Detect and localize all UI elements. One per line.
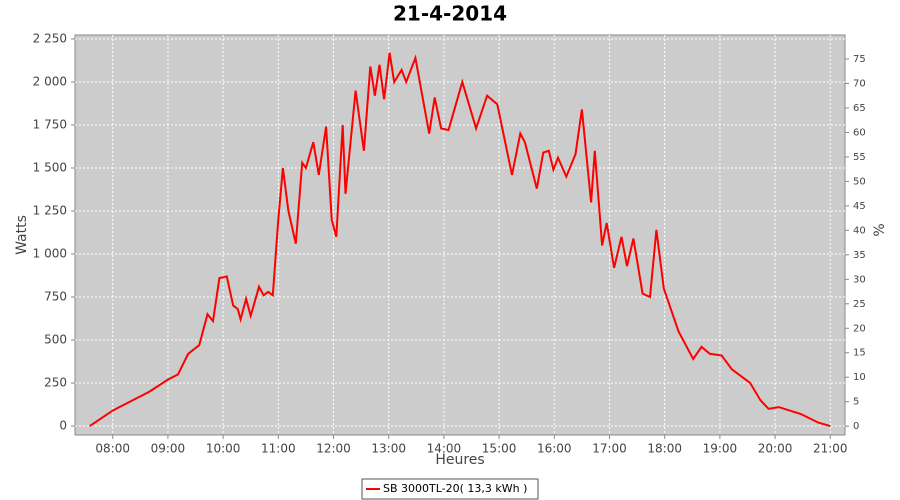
x-tick-label: 19:00 (703, 442, 738, 456)
y2-tick-label: 35 (853, 250, 866, 261)
x-tick-label: 16:00 (537, 442, 572, 456)
x-axis-label: Heures (435, 452, 484, 468)
y-tick-label: 1 250 (33, 204, 67, 218)
y-tick-label: 1 000 (33, 247, 67, 261)
chart-title: 21-4-2014 (393, 2, 507, 26)
legend-box (361, 478, 539, 500)
x-tick-label: 15:00 (482, 442, 517, 456)
x-tick-label: 20:00 (758, 442, 793, 456)
y2-tick-label: 75 (853, 54, 866, 65)
y2-tick-label: 30 (853, 274, 866, 285)
y-tick-label: 2 250 (33, 31, 67, 45)
y2-tick-label: 65 (853, 103, 866, 114)
x-tick-label: 14:00 (427, 442, 462, 456)
legend-label: SB 3000TL-20( 13,3 kWh ) (383, 482, 527, 495)
x-tick-label: 12:00 (316, 442, 351, 456)
y2-tick-label: 5 (853, 397, 859, 408)
x-tick-label: 13:00 (371, 442, 406, 456)
y2-tick-label: 55 (853, 152, 866, 163)
y2-tick-label: 50 (853, 176, 866, 187)
x-tick-label: 17:00 (592, 442, 627, 456)
x-tick-label: 10:00 (206, 442, 241, 456)
y-tick-label: 1 750 (33, 117, 67, 131)
series-line (89, 52, 831, 428)
y2-tick-label: 45 (853, 201, 866, 212)
y2-tick-label: 10 (853, 372, 866, 383)
y2-tick-label: 60 (853, 127, 866, 138)
plot-area (74, 34, 846, 436)
y-axis-label: Watts (14, 215, 30, 255)
y-tick-label: 250 (44, 376, 67, 390)
y-tick-label: 2 000 (33, 74, 67, 88)
y2-tick-label: 0 (853, 421, 859, 432)
y2-axis-label: % (872, 223, 888, 236)
y2-tick-label: 70 (853, 78, 866, 89)
y-tick-label: 0 (59, 419, 67, 433)
x-tick-label: 21:00 (813, 442, 848, 456)
y-tick-label: 1 500 (33, 160, 67, 174)
y-tick-label: 750 (44, 290, 67, 304)
y2-tick-label: 40 (853, 225, 866, 236)
x-tick-label: 09:00 (151, 442, 186, 456)
y2-tick-label: 25 (853, 299, 866, 310)
y2-tick-label: 15 (853, 348, 866, 359)
x-tick-label: 18:00 (647, 442, 682, 456)
x-tick-label: 11:00 (261, 442, 296, 456)
y2-tick-label: 20 (853, 323, 866, 334)
x-tick-label: 08:00 (95, 442, 130, 456)
y-tick-label: 500 (44, 333, 67, 347)
